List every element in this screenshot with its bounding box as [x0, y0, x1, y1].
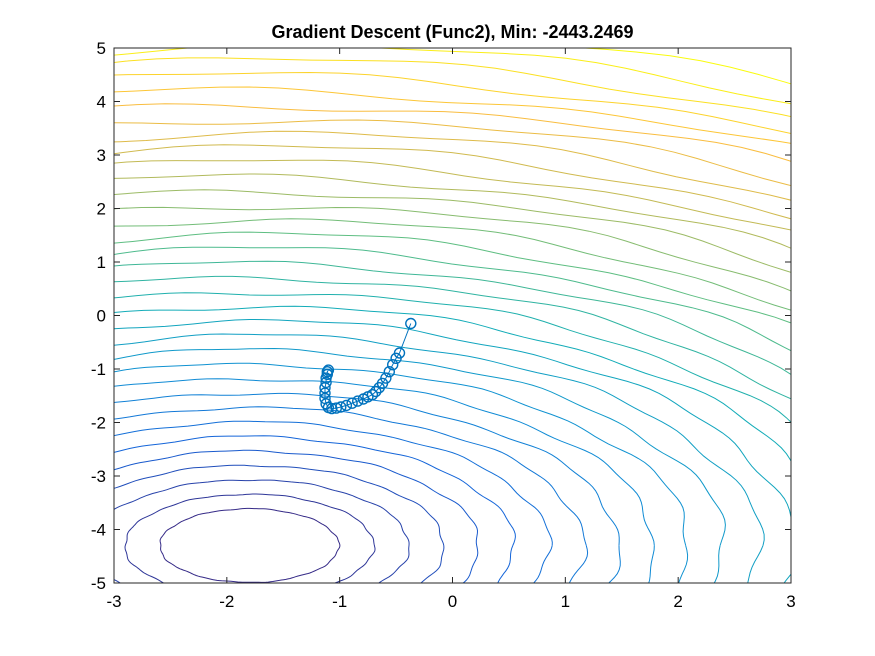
descent-path-line: [324, 323, 412, 410]
descent-point: [383, 366, 395, 378]
x-tick-label: -1: [332, 592, 347, 611]
contour-line: [114, 260, 791, 376]
descent-point: [321, 366, 333, 378]
contour-line: [114, 305, 791, 463]
y-tick-label: 2: [97, 200, 106, 219]
y-tick-label: 5: [97, 39, 106, 58]
contour-line: [114, 206, 791, 292]
x-axis: -3 -2 -1 0 1 2 3: [106, 48, 796, 611]
contour-line: [114, 292, 791, 423]
contour-line: [114, 333, 765, 583]
descent-point: [373, 382, 385, 394]
contour-line: [114, 392, 621, 583]
y-tick-label: -4: [91, 521, 106, 540]
x-tick-label: 1: [561, 592, 570, 611]
contour-line: [114, 144, 791, 220]
contour-line: [114, 435, 516, 583]
contour-line: [114, 318, 791, 583]
descent-point: [340, 399, 353, 412]
contour-line: [114, 378, 655, 583]
contour-line: [114, 218, 791, 311]
descent-point: [387, 359, 399, 371]
contour-line: [114, 159, 791, 231]
x-tick-label: -2: [219, 592, 234, 611]
contour-line: [159, 507, 341, 583]
contour-line: [114, 479, 410, 583]
descent-point: [320, 398, 332, 410]
contour-line: [114, 231, 791, 324]
contour-line: [114, 275, 791, 400]
descent-point: [319, 387, 331, 399]
descent-point: [370, 385, 382, 398]
descent-point: [352, 395, 364, 407]
contour-line: [114, 464, 445, 583]
contour-line: [114, 130, 791, 201]
descent-point: [346, 397, 358, 409]
x-tick-label: -3: [106, 592, 121, 611]
y-tick-label: -5: [91, 574, 106, 593]
descent-point: [405, 317, 417, 330]
x-tick-label: 2: [673, 592, 682, 611]
contour-line: [114, 246, 791, 352]
descent-point: [330, 402, 342, 414]
contour-line: [114, 406, 589, 583]
contour-line: [114, 449, 479, 583]
descent-point: [322, 364, 335, 376]
y-tick-label: -2: [91, 414, 106, 433]
contour-line: [114, 173, 791, 249]
y-tick-label: -3: [91, 467, 106, 486]
contour-line: [114, 119, 791, 187]
descent-point: [320, 376, 332, 389]
y-tick-label: 4: [97, 93, 106, 112]
contour-line: [114, 420, 553, 583]
descent-point: [357, 393, 370, 405]
contour-line: [114, 362, 689, 583]
x-tick-label: 0: [448, 592, 457, 611]
descent-point: [335, 401, 347, 413]
y-tick-label: 0: [97, 307, 106, 326]
descent-point: [390, 352, 402, 364]
contour-line: [114, 103, 791, 162]
contour-line: [114, 189, 791, 273]
y-tick-label: -1: [91, 360, 106, 379]
y-tick-label: 1: [97, 253, 106, 272]
x-tick-label: 3: [786, 592, 795, 611]
contour-line: [124, 493, 376, 583]
chart-title: Gradient Descent (Func2), Min: -2443.246…: [271, 22, 633, 42]
contour-line: [114, 347, 726, 583]
contour-lines: [114, 48, 791, 583]
y-axis: -5 -4 -3 -2 -1 0 1 2 3 4 5: [91, 39, 791, 593]
descent-path: [319, 317, 417, 415]
y-tick-label: 3: [97, 146, 106, 165]
